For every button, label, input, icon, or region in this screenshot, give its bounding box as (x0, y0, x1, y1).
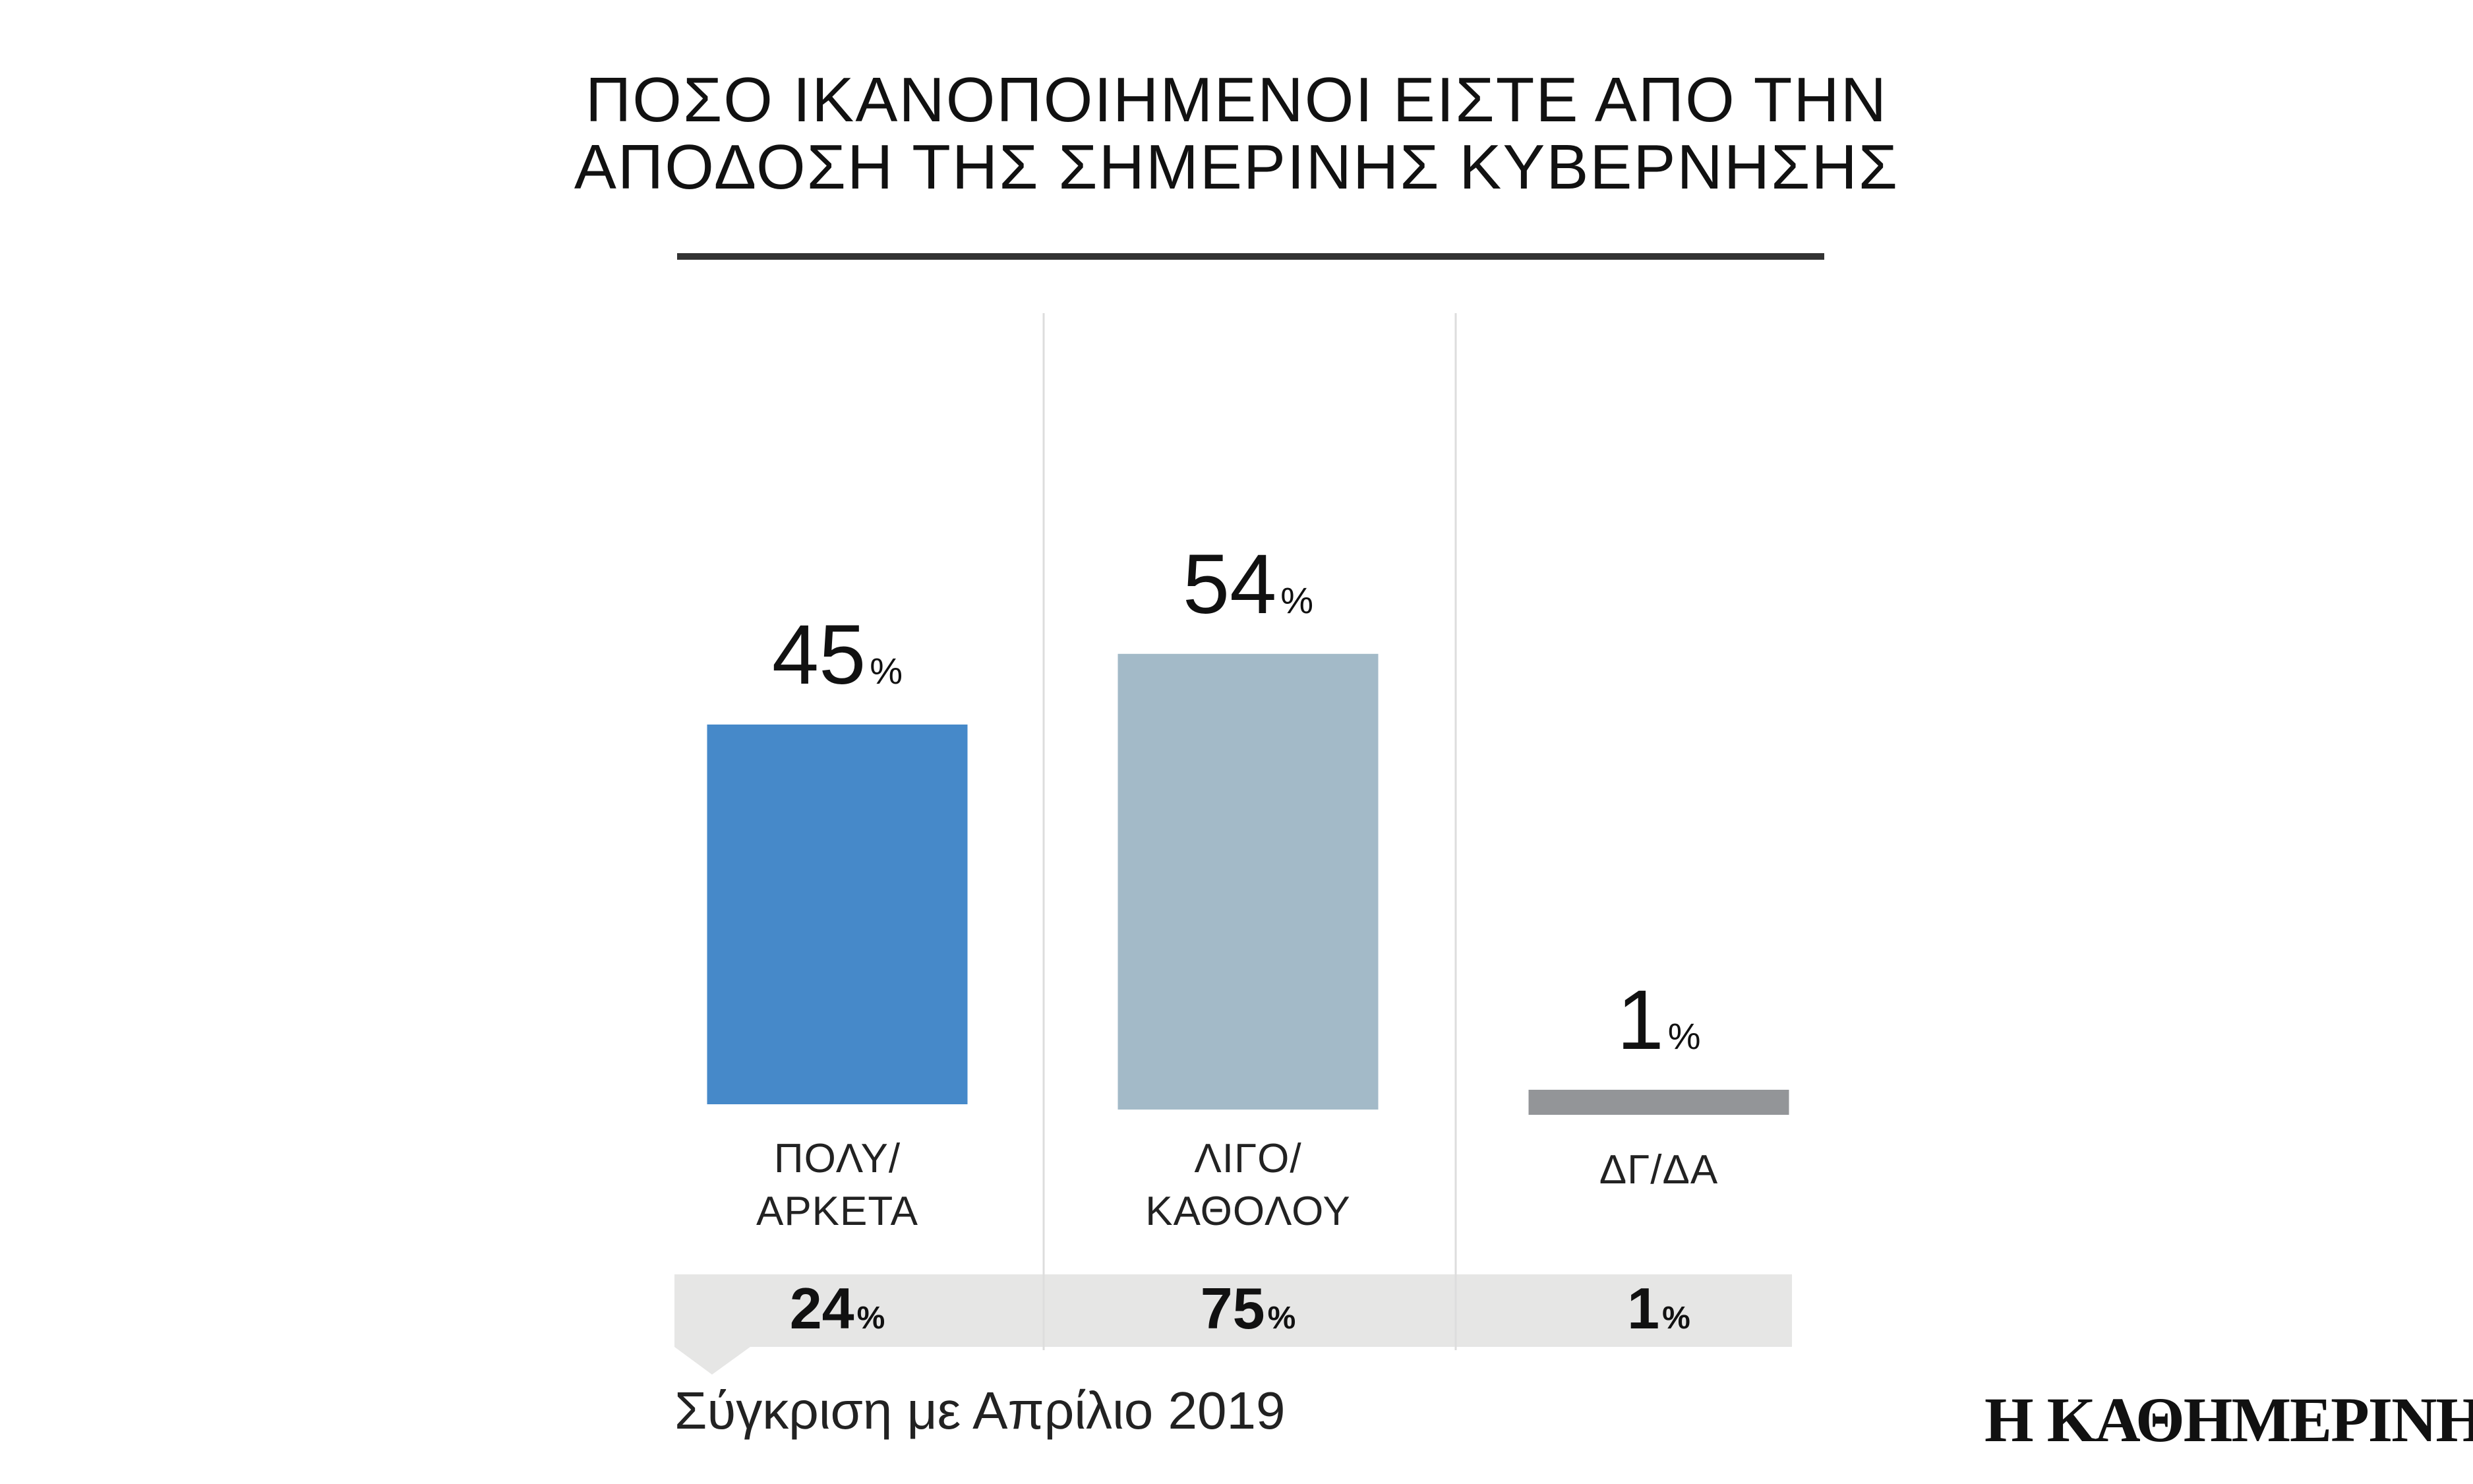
comparison-value-number-1: 24 (790, 1276, 854, 1341)
category-label-1-line-1: ΠΟΛΥ/ (774, 1136, 901, 1181)
bar-value-label-2: 54% (1183, 537, 1313, 632)
bar-value-number-2: 54 (1183, 537, 1276, 632)
comparison-value-number-2: 75 (1201, 1276, 1265, 1341)
comparison-value-1: 24% (790, 1276, 885, 1341)
comparison-value-2: 75% (1201, 1276, 1296, 1341)
title-rule (677, 253, 1824, 260)
comparison-label: Σύγκριση με Απρίλιο 2019 (674, 1381, 1286, 1440)
comparison-value-unit-1: % (857, 1301, 885, 1336)
comparison-pointer-triangle (674, 1347, 750, 1375)
comparison-value-3: 1% (1627, 1276, 1690, 1341)
brand-logo: Η ΚΑΘΗΜΕΡΙΝΗ (1984, 1384, 2473, 1455)
bar-value-unit-2: % (1280, 579, 1313, 621)
comparison-value-number-3: 1 (1627, 1276, 1659, 1341)
bar-1 (707, 725, 968, 1104)
bar-value-unit-1: % (870, 650, 903, 692)
category-label-2-line-2: ΚΑΘΟΛΟΥ (1145, 1189, 1350, 1234)
bar-2 (1117, 653, 1379, 1110)
bar-value-number-1: 45 (772, 608, 866, 702)
category-label-3-line-1: ΔΓ/ΔΑ (1599, 1147, 1719, 1193)
bar-value-unit-3: % (1668, 1015, 1701, 1057)
bar-3 (1528, 1090, 1789, 1115)
chart-title-line-1: ΠΟΣΟ ΙΚΑΝΟΠΟΙΗΜΕΝΟΙ ΕΙΣΤΕ ΑΠΟ ΤΗΝ (585, 65, 1888, 135)
chart-title-line-2: ΑΠΟΔΟΣΗ ΤΗΣ ΣΗΜΕΡΙΝΗΣ ΚΥΒΕΡΝΗΣΗΣ (574, 132, 1899, 202)
category-label-1-line-2: ΑΡΚΕΤΑ (756, 1189, 918, 1234)
comparison-band (674, 1274, 1792, 1347)
bar-value-label-1: 45% (772, 608, 903, 702)
comparison-value-unit-3: % (1662, 1301, 1690, 1336)
bar-value-number-3: 1 (1617, 973, 1664, 1067)
bar-value-label-3: 1% (1617, 973, 1701, 1067)
comparison-value-unit-2: % (1268, 1301, 1296, 1336)
category-label-2-line-1: ΛΙΓΟ/ (1194, 1136, 1301, 1181)
